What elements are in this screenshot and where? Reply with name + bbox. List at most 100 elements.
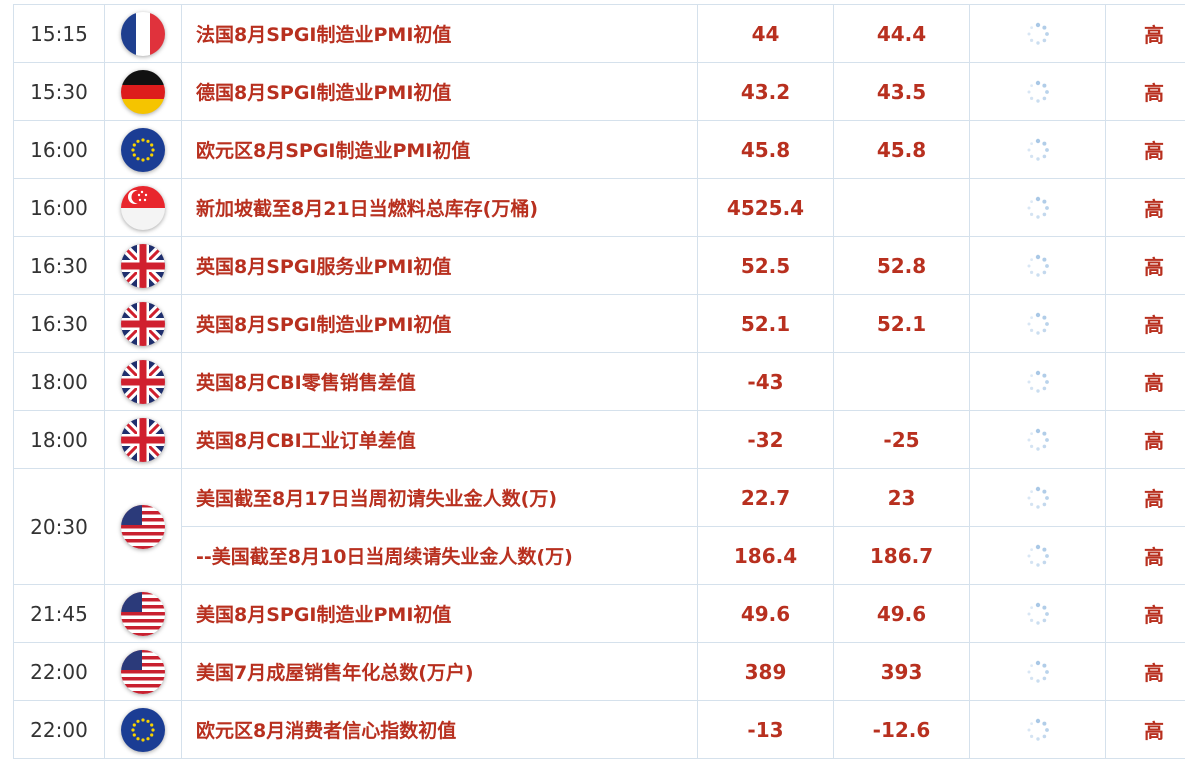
time: 16:30 [14, 237, 105, 295]
previous-value: 389 [698, 643, 834, 701]
importance: 高 [1106, 585, 1185, 643]
flag-icon [120, 127, 166, 173]
event-name: 欧元区8月SPGI制造业PMI初值 [182, 121, 698, 179]
previous-value: 22.7 [698, 469, 834, 527]
event-name: 美国截至8月17日当周初请失业金人数(万) [182, 469, 698, 527]
loading-icon [1026, 370, 1050, 394]
flag-icon [120, 11, 166, 57]
loading-icon [1026, 602, 1050, 626]
previous-value: -13 [698, 701, 834, 759]
previous-value: 43.2 [698, 63, 834, 121]
event-name: 德国8月SPGI制造业PMI初值 [182, 63, 698, 121]
time: 22:00 [14, 643, 105, 701]
importance: 高 [1106, 353, 1185, 411]
event-name: 英国8月CBI零售销售差值 [182, 353, 698, 411]
flag [105, 469, 182, 585]
event-name: 新加坡截至8月21日当燃料总库存(万桶) [182, 179, 698, 237]
event-row: 18:00 英国8月CBI工业订单差值-32-25 高 [14, 411, 1185, 469]
flag-icon [120, 69, 166, 115]
flag [105, 63, 182, 121]
time: 22:00 [14, 701, 105, 759]
flag-icon [120, 243, 166, 289]
importance: 高 [1106, 643, 1185, 701]
flag [105, 411, 182, 469]
time: 15:15 [14, 5, 105, 63]
actual-value [970, 585, 1106, 643]
importance: 高 [1106, 5, 1185, 63]
actual-value [970, 527, 1106, 585]
previous-value: 186.4 [698, 527, 834, 585]
event-name: --美国截至8月10日当周续请失业金人数(万) [182, 527, 698, 585]
flag [105, 5, 182, 63]
forecast-value: 393 [834, 643, 970, 701]
time: 20:30 [14, 469, 105, 585]
flag-icon [120, 707, 166, 753]
previous-value: -43 [698, 353, 834, 411]
flag [105, 295, 182, 353]
forecast-value: 45.8 [834, 121, 970, 179]
flag [105, 353, 182, 411]
importance: 高 [1106, 527, 1185, 585]
actual-value [970, 121, 1106, 179]
loading-icon [1026, 22, 1050, 46]
forecast-value: 52.1 [834, 295, 970, 353]
event-name: 美国8月SPGI制造业PMI初值 [182, 585, 698, 643]
event-name: 英国8月CBI工业订单差值 [182, 411, 698, 469]
event-name: 法国8月SPGI制造业PMI初值 [182, 5, 698, 63]
loading-icon [1026, 138, 1050, 162]
time: 16:00 [14, 179, 105, 237]
forecast-value: 44.4 [834, 5, 970, 63]
flag [105, 179, 182, 237]
flag-icon [120, 301, 166, 347]
loading-icon [1026, 544, 1050, 568]
event-name: 美国7月成屋销售年化总数(万户) [182, 643, 698, 701]
actual-value [970, 353, 1106, 411]
forecast-value: 186.7 [834, 527, 970, 585]
previous-value: 4525.4 [698, 179, 834, 237]
loading-icon [1026, 196, 1050, 220]
importance: 高 [1106, 121, 1185, 179]
forecast-value: -25 [834, 411, 970, 469]
time: 18:00 [14, 411, 105, 469]
actual-value [970, 63, 1106, 121]
loading-icon [1026, 486, 1050, 510]
event-name: 英国8月SPGI服务业PMI初值 [182, 237, 698, 295]
importance: 高 [1106, 295, 1185, 353]
importance: 高 [1106, 411, 1185, 469]
actual-value [970, 5, 1106, 63]
actual-value [970, 179, 1106, 237]
time: 18:00 [14, 353, 105, 411]
actual-value [970, 469, 1106, 527]
flag [105, 121, 182, 179]
time: 16:00 [14, 121, 105, 179]
importance: 高 [1106, 469, 1185, 527]
actual-value [970, 701, 1106, 759]
flag-icon [120, 649, 166, 695]
previous-value: 45.8 [698, 121, 834, 179]
loading-icon [1026, 80, 1050, 104]
previous-value: -32 [698, 411, 834, 469]
forecast-value [834, 353, 970, 411]
actual-value [970, 411, 1106, 469]
importance: 高 [1106, 237, 1185, 295]
event-name: 英国8月SPGI制造业PMI初值 [182, 295, 698, 353]
event-name: 欧元区8月消费者信心指数初值 [182, 701, 698, 759]
flag-icon [120, 359, 166, 405]
loading-icon [1026, 428, 1050, 452]
flag [105, 237, 182, 295]
forecast-value: 43.5 [834, 63, 970, 121]
loading-icon [1026, 312, 1050, 336]
time: 21:45 [14, 585, 105, 643]
flag-icon [120, 504, 166, 550]
previous-value: 49.6 [698, 585, 834, 643]
previous-value: 52.1 [698, 295, 834, 353]
forecast-value: 52.8 [834, 237, 970, 295]
